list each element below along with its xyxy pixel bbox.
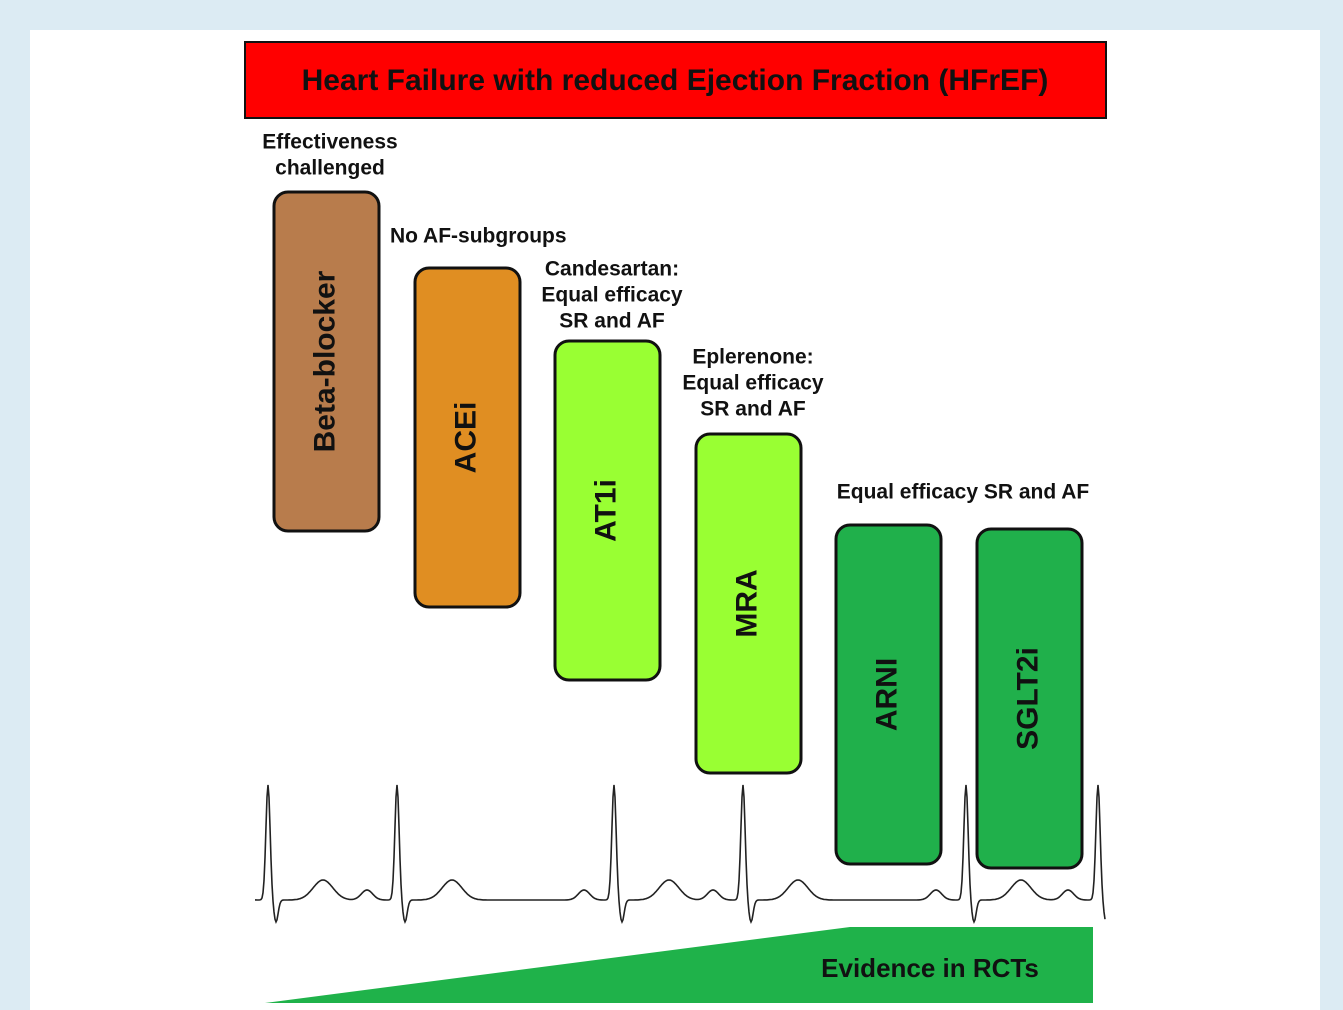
drug-annotation: Equal efficacy SR and AF bbox=[837, 481, 1090, 504]
drug-annotation: SR and AF bbox=[559, 310, 665, 333]
evidence-label: Evidence in RCTs bbox=[821, 953, 1039, 983]
drug-annotation: Equal efficacy bbox=[541, 284, 683, 307]
panel bbox=[30, 30, 1320, 1010]
drug-annotation: Effectiveness bbox=[262, 131, 397, 154]
drug-label: ACEi bbox=[449, 402, 482, 474]
drug-annotation: Equal efficacy bbox=[682, 372, 824, 395]
drug-label: MRA bbox=[730, 569, 763, 637]
drug-annotation: No AF-subgroups bbox=[390, 225, 567, 248]
drug-label: ARNI bbox=[870, 658, 903, 731]
drug-label: SGLT2i bbox=[1011, 647, 1044, 750]
drug-label: AT1i bbox=[589, 479, 622, 542]
title: Heart Failure with reduced Ejection Frac… bbox=[302, 64, 1049, 97]
drug-annotation: Candesartan: bbox=[545, 258, 679, 281]
diagram: Heart Failure with reduced Ejection Frac… bbox=[0, 0, 1343, 1010]
drug-label: Beta-blocker bbox=[308, 270, 341, 452]
drug-annotation: Eplerenone: bbox=[692, 346, 813, 369]
drug-annotation: challenged bbox=[275, 157, 385, 180]
drug-annotation: SR and AF bbox=[700, 398, 806, 421]
